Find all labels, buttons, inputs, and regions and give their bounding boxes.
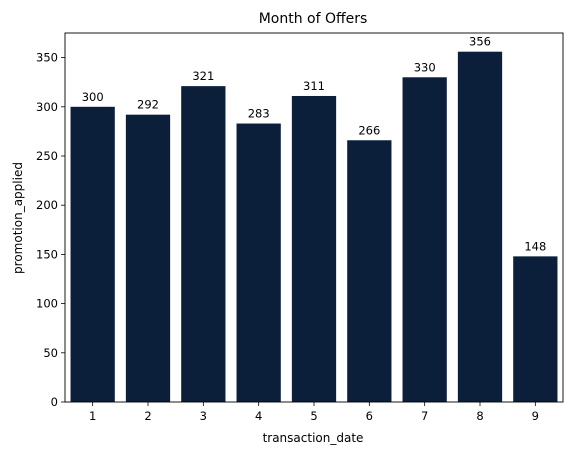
data-label-group: 300 292 321 283 311 266 330 356 148 xyxy=(82,35,547,254)
x-axis-label: transaction_date xyxy=(263,431,364,445)
y-tick-label-200: 200 xyxy=(36,198,58,212)
y-tick-label-0: 0 xyxy=(51,395,58,409)
y-tick-label-150: 150 xyxy=(36,247,58,261)
data-label-5: 311 xyxy=(303,79,325,93)
y-tick-label-350: 350 xyxy=(36,51,58,65)
bar-5 xyxy=(291,95,337,402)
y-tick-label-250: 250 xyxy=(36,149,58,163)
x-tick-label-1: 1 xyxy=(89,409,96,423)
y-axis-label: promotion_applied xyxy=(11,162,25,274)
y-axis-ticks: 0 50 100 150 200 250 300 350 xyxy=(36,51,65,409)
bar-3 xyxy=(181,86,226,403)
x-tick-label-2: 2 xyxy=(144,409,151,423)
x-tick-label-3: 3 xyxy=(200,409,207,423)
x-tick-label-8: 8 xyxy=(476,409,483,423)
chart-title: Month of Offers xyxy=(259,11,368,27)
x-tick-label-9: 9 xyxy=(532,409,539,423)
data-label-4: 283 xyxy=(248,107,270,121)
data-label-9: 148 xyxy=(524,239,546,253)
plot-area-frame xyxy=(64,32,564,403)
data-label-8: 356 xyxy=(469,35,491,49)
x-tick-label-6: 6 xyxy=(366,409,373,423)
bar-7 xyxy=(402,77,447,402)
data-label-6: 266 xyxy=(358,123,380,137)
x-tick-label-4: 4 xyxy=(255,409,262,423)
x-axis-ticks: 1 2 3 4 5 6 7 8 9 xyxy=(89,402,539,423)
data-label-1: 300 xyxy=(82,90,104,104)
bar-2 xyxy=(125,114,171,402)
data-label-7: 330 xyxy=(414,60,436,74)
data-label-3: 321 xyxy=(192,69,214,83)
y-tick-label-50: 50 xyxy=(43,346,58,360)
y-tick-label-100: 100 xyxy=(36,297,58,311)
bar-8 xyxy=(457,51,503,403)
bar-6 xyxy=(347,140,392,403)
bar-4 xyxy=(236,123,281,402)
bar-9 xyxy=(513,256,558,402)
x-tick-label-5: 5 xyxy=(310,409,317,423)
bar-group xyxy=(70,51,558,403)
y-tick-label-300: 300 xyxy=(36,100,58,114)
bar-1 xyxy=(70,106,115,403)
x-tick-label-7: 7 xyxy=(421,409,428,423)
data-label-2: 292 xyxy=(137,98,159,112)
